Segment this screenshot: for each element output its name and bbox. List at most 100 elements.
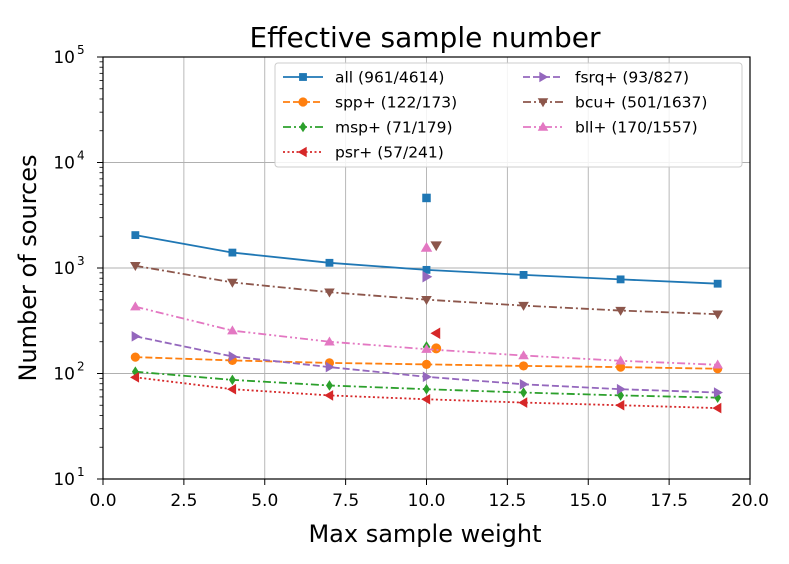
marker	[131, 366, 139, 377]
y-tick-exponent: 5	[77, 43, 85, 57]
marker	[131, 231, 140, 240]
marker	[131, 331, 141, 342]
marker	[421, 295, 432, 305]
y-tick-exponent: 4	[77, 149, 85, 163]
marker	[228, 248, 237, 257]
marker	[421, 343, 432, 353]
marker	[324, 288, 335, 298]
marker	[539, 71, 549, 83]
marker	[325, 361, 335, 373]
x-tick-label: 15.0	[569, 491, 607, 511]
legend-label: all (961/4614)	[335, 69, 444, 87]
y-tick-label: 10	[53, 48, 75, 68]
legend-label: psr+ (57/241)	[335, 144, 444, 162]
x-tick-label: 7.5	[332, 491, 359, 511]
marker	[228, 351, 238, 362]
series-layer	[130, 193, 723, 414]
legend-entry-spp+: spp+ (122/173)	[283, 94, 457, 112]
legend-label: bcu+ (501/1637)	[575, 94, 707, 112]
marker	[130, 301, 141, 311]
marker	[430, 327, 441, 339]
y-tick-exponent: 1	[77, 465, 85, 479]
marker	[431, 343, 442, 354]
marker	[422, 270, 433, 283]
legend-label: bll+ (170/1557)	[575, 119, 698, 137]
marker	[616, 362, 626, 372]
marker	[324, 390, 334, 401]
marker	[423, 383, 430, 395]
marker	[714, 392, 722, 403]
x-tick-label: 0.0	[89, 491, 116, 511]
series-all	[131, 193, 722, 288]
marker	[712, 402, 722, 414]
series-bcu+	[130, 241, 723, 320]
marker	[519, 379, 529, 390]
legend: all (961/4614) spp+ (122/173) msp+ (71/179…	[274, 62, 743, 168]
marker	[615, 399, 625, 411]
y-tick-exponent: 3	[77, 254, 85, 268]
marker	[713, 279, 722, 288]
marker	[430, 241, 442, 252]
y-tick-label: 10	[53, 154, 75, 174]
x-tick-label: 12.5	[488, 491, 526, 511]
legend-frame	[274, 62, 743, 168]
marker	[712, 310, 723, 320]
legend-label: spp+ (122/173)	[335, 94, 457, 112]
marker	[712, 359, 723, 369]
y-tick-exponent: 2	[77, 360, 85, 374]
legend-label: fsrq+ (93/827)	[575, 69, 689, 87]
marker	[519, 271, 528, 279]
marker	[227, 278, 238, 288]
y-axis-label: Number of sources	[14, 154, 42, 381]
marker	[713, 387, 723, 398]
x-tick-label: 20.0	[731, 491, 769, 511]
marker	[227, 383, 237, 395]
marker	[299, 73, 307, 81]
y-tick-label: 10	[53, 259, 75, 279]
legend-entry-fsrq+: fsrq+ (93/827)	[523, 69, 689, 87]
marker	[228, 374, 236, 386]
marker	[520, 387, 527, 398]
marker	[616, 275, 625, 284]
marker	[422, 193, 431, 203]
marker	[324, 336, 335, 346]
x-axis-label: Max sample weight	[308, 520, 541, 548]
legend-entry-bcu+: bcu+ (501/1637)	[523, 94, 707, 112]
series-psr+	[130, 327, 722, 414]
marker	[422, 265, 431, 274]
marker	[518, 350, 529, 360]
legend-entry-psr+: psr+ (57/241)	[283, 144, 444, 162]
x-tick-label: 10.0	[408, 491, 446, 511]
legend-label: msp+ (71/179)	[335, 119, 453, 137]
marker	[326, 380, 333, 391]
legend-entry-msp+: msp+ (71/179)	[283, 119, 453, 137]
y-tick-label: 10	[53, 365, 75, 385]
marker	[537, 121, 549, 131]
legend-entry-all: all (961/4614)	[283, 69, 444, 87]
series-fsrq+	[131, 270, 723, 398]
x-tick-label: 5.0	[251, 491, 278, 511]
marker	[130, 352, 140, 362]
marker	[421, 393, 431, 405]
marker	[420, 241, 433, 252]
marker	[325, 258, 334, 267]
marker	[422, 371, 432, 383]
chart-title: Effective sample number	[249, 21, 601, 54]
marker	[299, 121, 307, 133]
marker	[227, 325, 238, 335]
marker	[615, 355, 626, 365]
marker	[616, 383, 626, 395]
marker	[298, 97, 308, 107]
marker	[615, 306, 626, 316]
marker	[537, 98, 549, 108]
marker	[518, 361, 529, 371]
marker	[297, 146, 307, 158]
x-tick-label: 2.5	[170, 491, 197, 511]
marker	[518, 301, 529, 311]
marker	[421, 359, 432, 369]
marker	[518, 397, 528, 408]
legend-entry-bll+: bll+ (170/1557)	[523, 119, 698, 137]
x-tick-label: 17.5	[650, 491, 688, 511]
